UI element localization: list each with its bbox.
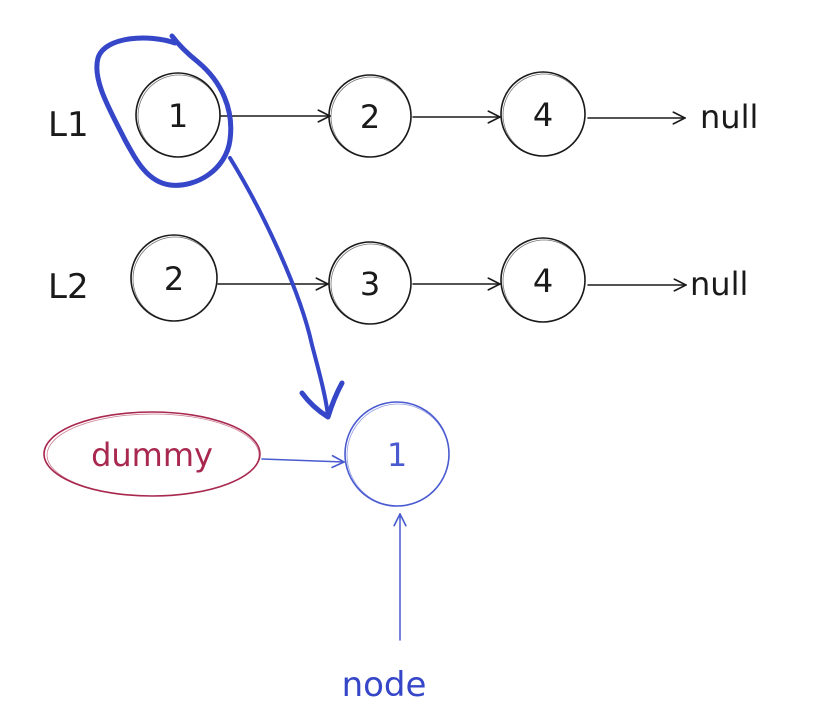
list-l1: L1 1 2 4 null: [48, 71, 758, 158]
dummy-label: dummy: [91, 436, 213, 474]
l2-node-3: 3: [328, 241, 412, 325]
list-label-l2: L2: [48, 267, 89, 307]
node-value: 4: [533, 262, 553, 300]
l1-node-4: 4: [500, 71, 586, 157]
move-arrow-shaft: [228, 156, 330, 418]
l2-node-4: 4: [500, 237, 586, 323]
selection-loop: [94, 33, 234, 188]
node-value: 2: [164, 260, 184, 298]
list-label-l1: L1: [48, 105, 89, 145]
node-value: 2: [360, 98, 380, 136]
l1-node-1: 1: [135, 72, 221, 158]
node-value: 1: [168, 97, 188, 135]
l1-node-2: 2: [328, 74, 412, 158]
move-node-highlight: [94, 33, 345, 420]
l1-null-label: null: [700, 98, 758, 136]
node-value: 3: [360, 265, 380, 303]
result-list: dummy 1 node: [43, 401, 450, 705]
dummy-next-arrow: [261, 459, 344, 462]
node-value: 1: [387, 436, 407, 474]
node-pointer-label: node: [342, 665, 427, 705]
move-arrow-head: [299, 380, 345, 420]
l2-null-label: null: [690, 265, 748, 303]
list-l2: L2 2 3 4 null: [48, 234, 748, 325]
node-value: 4: [533, 96, 553, 134]
result-node-1: 1: [344, 401, 450, 507]
dummy-node: dummy: [43, 411, 261, 497]
l2-node-2: 2: [130, 234, 218, 322]
